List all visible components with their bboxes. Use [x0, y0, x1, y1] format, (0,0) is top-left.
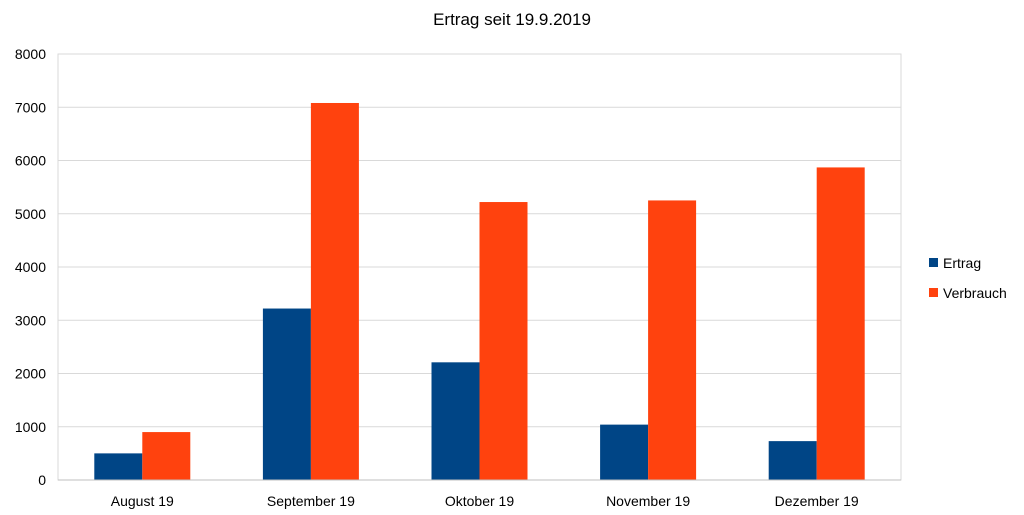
legend-label-ertrag: Ertrag	[943, 255, 981, 271]
y-tick-label: 2000	[15, 366, 46, 382]
x-category-label: September 19	[267, 493, 355, 509]
x-category-label: August 19	[111, 493, 174, 509]
x-axis: August 19 September 19 Oktober 19 November …	[58, 479, 901, 509]
legend-label-verbrauch: Verbrauch	[943, 285, 1007, 301]
y-tick-label: 1000	[15, 419, 46, 435]
bar-ertrag-4	[600, 424, 649, 480]
legend-swatch-ertrag	[929, 258, 938, 267]
bar-ertrag-2	[262, 308, 311, 480]
bar-verbrauch-3	[479, 202, 528, 480]
legend: Ertrag Verbrauch	[929, 255, 1007, 301]
y-tick-label: 0	[38, 472, 46, 488]
x-category-label: November 19	[606, 493, 690, 509]
y-tick-label: 8000	[15, 46, 46, 62]
bar-ertrag-3	[431, 362, 480, 480]
legend-swatch-verbrauch	[929, 288, 938, 297]
bar-ertrag-1	[94, 453, 143, 480]
bars	[94, 102, 865, 481]
bar-verbrauch-5	[816, 167, 865, 481]
y-tick-label: 6000	[15, 153, 46, 169]
y-axis: 0 1000 2000 3000 4000 5000 6000 7000 8000	[15, 46, 46, 488]
y-tick-label: 4000	[15, 259, 46, 275]
bar-verbrauch-1	[142, 432, 191, 480]
bar-verbrauch-4	[648, 200, 697, 480]
y-tick-label: 3000	[15, 312, 46, 328]
x-category-label: Dezember 19	[775, 493, 859, 509]
bar-verbrauch-2	[310, 102, 359, 481]
y-tick-label: 5000	[15, 206, 46, 222]
y-tick-label: 7000	[15, 99, 46, 115]
chart-title: Ertrag seit 19.9.2019	[433, 10, 591, 29]
bar-ertrag-5	[768, 441, 817, 480]
x-category-label: Oktober 19	[445, 493, 514, 509]
